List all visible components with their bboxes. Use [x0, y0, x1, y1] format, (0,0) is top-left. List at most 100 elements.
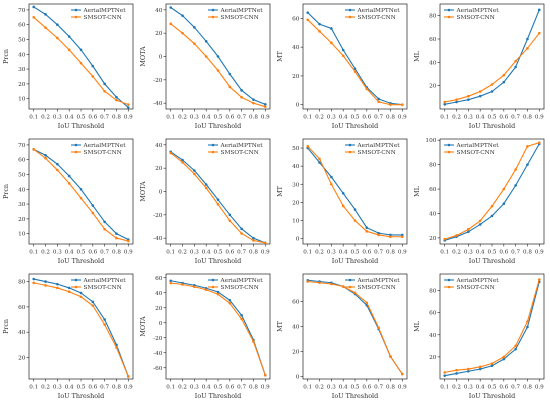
data-point-aerial: [56, 162, 59, 166]
data-point-smsot: [365, 301, 369, 305]
data-point-smsot: [252, 101, 255, 105]
data-point-aerial: [400, 233, 404, 237]
data-point-aerial: [67, 35, 71, 38]
data-point-aerial: [502, 202, 506, 206]
data-point-smsot: [526, 47, 529, 50]
y-tick-label: 60: [292, 16, 300, 22]
x-tick-label: 0.9: [124, 115, 133, 121]
x-tick-label: 0.1: [303, 250, 312, 256]
x-tick-label: 0.9: [398, 385, 407, 391]
x-tick-label: 0.1: [440, 385, 449, 391]
data-point-smsot: [79, 61, 83, 65]
x-tick-label: 0.5: [351, 250, 360, 256]
data-point-aerial: [443, 374, 447, 377]
data-point-aerial: [443, 103, 447, 106]
data-point-smsot: [126, 375, 130, 378]
data-point-aerial: [44, 13, 47, 16]
y-axis-label: MT: [276, 50, 284, 62]
x-tick-label: 0.2: [41, 115, 50, 121]
x-tick-label: 0.9: [261, 250, 270, 256]
x-tick-label: 0.7: [237, 385, 246, 391]
y-tick-label: 0: [296, 103, 300, 109]
legend-label-smsot: SMSOT-CNN: [221, 150, 259, 156]
chart-panel-2: 0.1 0.2 0.3 0.4 0.5 0.6 0.7 0.8 0.9 -40 -20 0 20 40 Io…: [139, 3, 271, 130]
x-tick-label: 0.3: [190, 250, 199, 256]
y-tick-label: 30: [18, 67, 26, 73]
legend-label-aerial: AerialMPTNet: [220, 278, 264, 284]
x-tick-label: 0.8: [249, 115, 258, 121]
data-point-smsot: [44, 156, 47, 160]
data-point-aerial: [115, 232, 118, 235]
y-axis-label: Prcn: [2, 184, 10, 199]
legend-label-aerial: AerialMPTNet: [456, 8, 500, 14]
y-tick-label: -40: [153, 101, 163, 107]
data-point-aerial: [502, 80, 506, 84]
legend-label-aerial: AerialMPTNet: [220, 8, 264, 14]
data-point-aerial: [514, 184, 517, 187]
data-point-aerial: [455, 100, 458, 104]
data-point-smsot: [365, 230, 369, 233]
x-tick-label: 0.3: [327, 385, 336, 391]
chart-panel-9: 0.1 0.2 0.3 0.4 0.5 0.6 0.7 0.8 0.9 20 40 60 80 IoU T…: [2, 273, 134, 400]
x-tick-label: 0.1: [303, 385, 312, 391]
data-point-smsot: [193, 285, 196, 289]
data-point-smsot: [514, 168, 517, 171]
x-tick-label: 0.7: [511, 115, 520, 121]
legend-label-aerial: AerialMPTNet: [83, 278, 127, 284]
data-point-smsot: [181, 31, 184, 35]
legend-label-aerial: AerialMPTNet: [357, 278, 401, 284]
x-tick-label: 0.5: [77, 385, 86, 391]
x-tick-label: 0.6: [88, 250, 97, 256]
x-tick-label: 0.1: [166, 385, 175, 391]
y-tick-label: 10: [18, 232, 26, 238]
y-tick-label: 80: [18, 280, 26, 286]
legend-label-smsot: SMSOT-CNN: [457, 15, 495, 21]
x-tick-label: 0.4: [65, 115, 74, 121]
data-point-aerial: [318, 161, 321, 164]
data-point-aerial: [216, 55, 220, 58]
y-axis-label: ML: [413, 185, 421, 197]
x-tick-label: 0.3: [464, 385, 473, 391]
plot-frame: [28, 3, 134, 110]
y-tick-label: 40: [155, 8, 163, 14]
data-point-aerial: [91, 300, 95, 304]
data-point-smsot: [330, 182, 333, 186]
data-point-smsot: [56, 286, 59, 290]
data-point-aerial: [204, 40, 208, 43]
data-point-smsot: [537, 278, 541, 281]
x-tick-label: 0.3: [464, 115, 473, 121]
x-tick-label: 0.9: [535, 385, 544, 391]
x-tick-label: 0.9: [398, 115, 407, 121]
x-tick-label: 0.3: [53, 385, 62, 391]
y-axis-label: MOTA: [139, 181, 147, 202]
y-tick-label: 60: [18, 158, 26, 164]
data-point-aerial: [228, 72, 232, 76]
data-point-smsot: [318, 157, 321, 161]
data-point-smsot: [79, 196, 83, 200]
legend-label-aerial: AerialMPTNet: [357, 8, 401, 14]
data-point-aerial: [330, 175, 333, 179]
data-point-aerial: [537, 8, 541, 12]
data-point-smsot: [467, 94, 470, 98]
data-point-aerial: [67, 174, 71, 178]
data-point-smsot: [181, 283, 184, 286]
y-tick-label: 30: [292, 182, 300, 188]
data-point-aerial: [216, 198, 220, 201]
data-point-smsot: [306, 144, 310, 148]
data-point-smsot: [490, 83, 494, 86]
data-point-aerial: [103, 318, 106, 321]
y-tick-label: 0: [159, 55, 163, 61]
data-point-aerial: [181, 158, 184, 162]
x-axis-label: IoU Threshold: [332, 122, 378, 130]
y-tick-label: 20: [155, 31, 163, 37]
data-point-aerial: [353, 208, 357, 211]
data-point-aerial: [169, 279, 173, 283]
legend-label-smsot: SMSOT-CNN: [84, 15, 122, 21]
x-tick-label: 0.1: [303, 115, 312, 121]
data-point-smsot: [389, 103, 392, 106]
x-tick-label: 0.1: [440, 250, 449, 256]
